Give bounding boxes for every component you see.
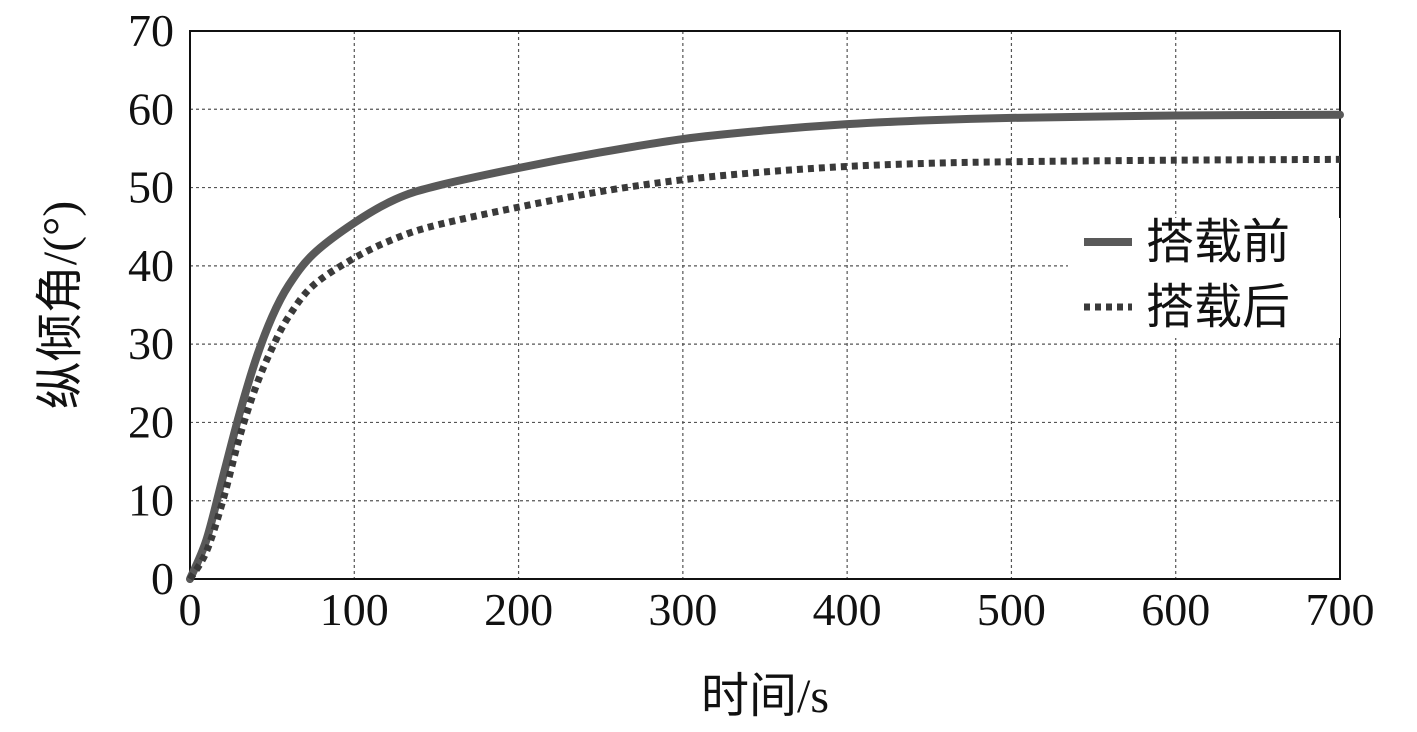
- y-tick-label-0: 0: [151, 553, 174, 604]
- x-tick-label-400: 400: [813, 584, 882, 635]
- x-axis-label: 时间/s: [701, 670, 829, 723]
- y-tick-label-70: 70: [128, 5, 174, 56]
- y-axis-label: 纵倾角/(°): [34, 201, 87, 410]
- y-tick-label-50: 50: [128, 162, 174, 213]
- x-tick-label-100: 100: [320, 584, 389, 635]
- x-tick-label-300: 300: [648, 584, 717, 635]
- y-tick-label-60: 60: [128, 83, 174, 134]
- x-tick-label-600: 600: [1141, 584, 1210, 635]
- x-tick-label-200: 200: [484, 584, 553, 635]
- legend: 搭载前 搭载后: [1068, 216, 1340, 338]
- tick-labels: 0 100 200 300 400 500 600 700 0 10 20 30 40 50 60 70: [128, 5, 1375, 635]
- series-layer: [186, 110, 1344, 583]
- legend-label-before: 搭载前: [1146, 216, 1290, 269]
- x-tick-label-500: 500: [977, 584, 1046, 635]
- y-tick-label-40: 40: [128, 240, 174, 291]
- y-tick-label-20: 20: [128, 396, 174, 447]
- series-line-before: [186, 110, 1344, 583]
- series-line-after: [186, 155, 1341, 581]
- y-tick-label-30: 30: [128, 318, 174, 369]
- x-tick-label-700: 700: [1306, 584, 1375, 635]
- x-tick-label-0: 0: [179, 584, 202, 635]
- y-tick-label-10: 10: [128, 475, 174, 526]
- legend-label-after: 搭载后: [1146, 281, 1290, 334]
